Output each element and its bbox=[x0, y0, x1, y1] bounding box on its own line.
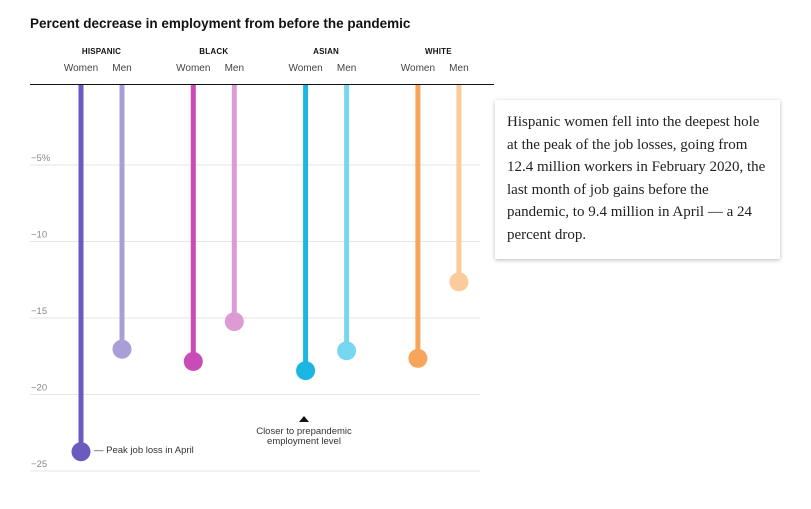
chart-title: Percent decrease in employment from befo… bbox=[30, 16, 411, 31]
group-label-hispanic: HISPANIC bbox=[82, 47, 121, 56]
lollipop-dot-hispanic-men bbox=[112, 339, 132, 359]
peak-annotation: — Peak job loss in April bbox=[94, 445, 194, 456]
sublabel-hispanic-men: Men bbox=[112, 63, 131, 74]
lollipop-dot-white-women bbox=[408, 348, 428, 368]
sublabel-white-women: Women bbox=[401, 63, 435, 74]
sublabel-black-women: Women bbox=[176, 63, 210, 74]
lollipop-dot-white-men bbox=[449, 272, 469, 292]
sublabel-hispanic-women: Women bbox=[64, 63, 98, 74]
sublabel-black-men: Men bbox=[225, 63, 244, 74]
y-tick-label: −20 bbox=[31, 383, 47, 394]
y-tick-label: −5% bbox=[31, 153, 51, 164]
closer-annotation-line2: employment level bbox=[267, 436, 341, 447]
group-label-black: BLACK bbox=[199, 47, 228, 56]
y-tick-label: −25 bbox=[31, 459, 47, 470]
group-label-asian: ASIAN bbox=[313, 47, 339, 56]
lollipop-dot-asian-men bbox=[337, 341, 357, 361]
lollipop-dot-black-women bbox=[183, 351, 203, 371]
lollipop-dot-asian-women bbox=[296, 361, 316, 381]
y-tick-label: −15 bbox=[31, 306, 47, 317]
sublabel-asian-women: Women bbox=[288, 63, 322, 74]
lollipop-dot-black-men bbox=[224, 312, 244, 332]
group-label-white: WHITE bbox=[425, 47, 452, 56]
closer-annotation-line1: Closer to prepandemic bbox=[256, 426, 352, 437]
sublabel-asian-men: Men bbox=[337, 63, 356, 74]
callout-box: Hispanic women fell into the deepest hol… bbox=[495, 100, 780, 259]
up-arrow-icon bbox=[299, 416, 309, 422]
sublabel-white-men: Men bbox=[449, 63, 468, 74]
lollipop-dot-hispanic-women bbox=[71, 442, 91, 462]
y-tick-label: −10 bbox=[31, 230, 47, 241]
